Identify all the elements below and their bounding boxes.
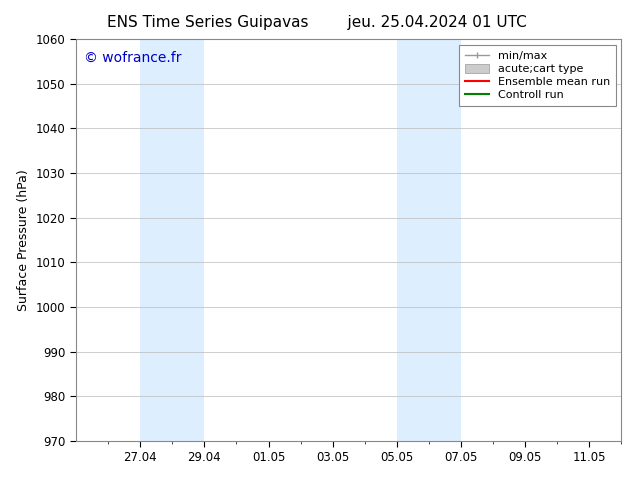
Bar: [397, 39, 461, 441]
Text: © wofrance.fr: © wofrance.fr: [84, 51, 182, 65]
Y-axis label: Surface Pressure (hPa): Surface Pressure (hPa): [17, 169, 30, 311]
Bar: [140, 39, 204, 441]
Text: ENS Time Series Guipavas        jeu. 25.04.2024 01 UTC: ENS Time Series Guipavas jeu. 25.04.2024…: [107, 15, 527, 30]
Legend: min/max, acute;cart type, Ensemble mean run, Controll run: min/max, acute;cart type, Ensemble mean …: [459, 45, 616, 106]
